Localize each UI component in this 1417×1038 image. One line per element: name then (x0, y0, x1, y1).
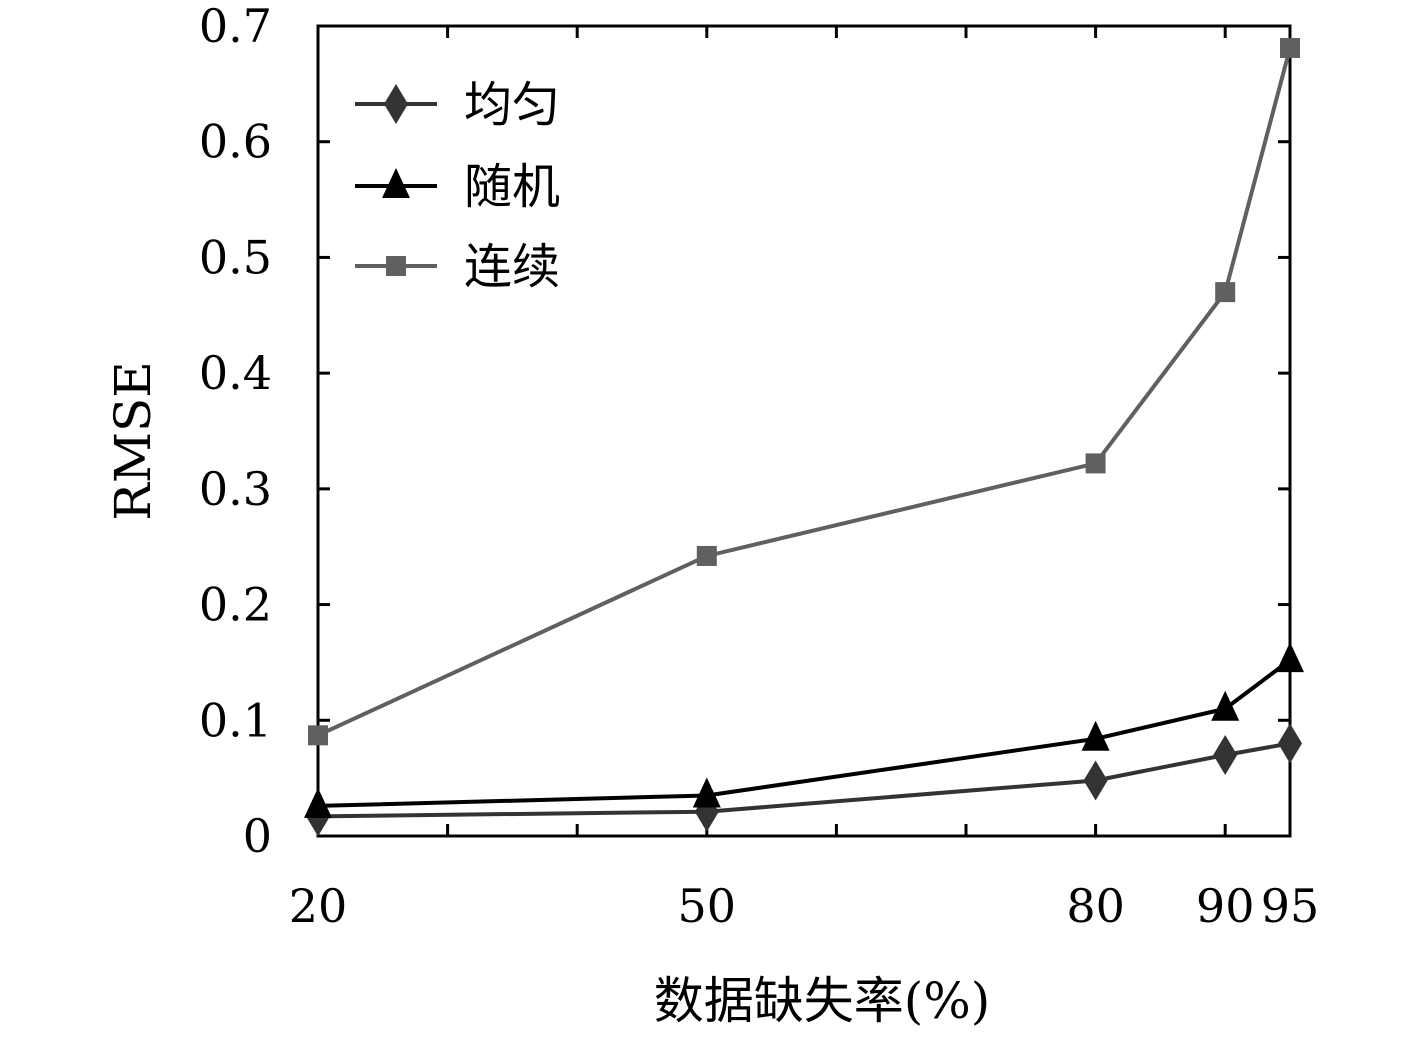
x-tick-label: 80 (1066, 879, 1125, 933)
y-tick-label: 0.3 (199, 462, 272, 516)
ticks: 0 0.1 0.2 0.3 0.4 0.5 0.6 0.7 20 50 80 90 95 (199, 0, 1319, 933)
plot-frame (316, 24, 1292, 838)
x-tick-label: 50 (678, 879, 737, 933)
series-line (317, 47, 1292, 738)
x-axis-title: 数据缺失率(%) (654, 972, 991, 1030)
data-point (1211, 690, 1240, 721)
data-point (1083, 760, 1108, 801)
data-point (304, 787, 332, 818)
data-point (696, 545, 717, 566)
legend-swatch-marker (386, 256, 406, 276)
y-tick-label: 0.4 (199, 346, 272, 400)
legend-label: 均匀 (464, 77, 560, 133)
data-point (308, 725, 328, 746)
legend-label: 随机 (464, 159, 560, 215)
y-tick-label: 0 (243, 809, 272, 863)
y-tick-label: 0.2 (199, 578, 272, 632)
y-tick-label: 0.1 (199, 693, 272, 747)
series-line (317, 658, 1292, 808)
x-tick-label: 95 (1261, 879, 1320, 933)
legend-swatch-marker (382, 168, 410, 198)
y-tick-label: 0.7 (199, 0, 272, 53)
series (304, 37, 1304, 837)
data-point (692, 777, 721, 808)
y-axis-title: RMSE (104, 361, 162, 521)
data-point (1278, 723, 1302, 764)
data-point (1280, 37, 1300, 58)
data-point (1215, 282, 1236, 303)
x-tick-label: 20 (289, 879, 348, 933)
y-tick-label: 0.6 (199, 115, 272, 169)
data-point (1276, 642, 1304, 673)
data-point (1213, 735, 1238, 775)
x-tick-label: 90 (1196, 879, 1255, 933)
data-point (1085, 453, 1106, 474)
data-point (1081, 720, 1110, 751)
legend-swatch-marker (384, 84, 408, 124)
y-tick-label: 0.5 (199, 230, 272, 284)
legend-label: 连续 (464, 239, 560, 295)
axes (316, 24, 1292, 838)
